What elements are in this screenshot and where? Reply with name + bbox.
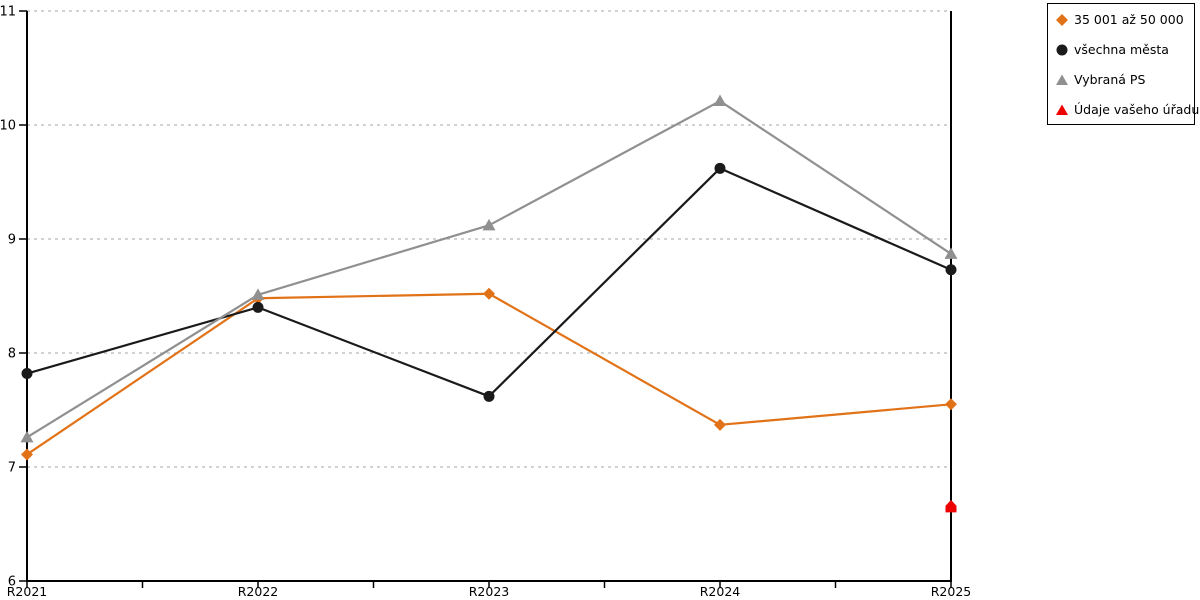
legend-item: Vybraná PS bbox=[1055, 64, 1194, 94]
x-tick-label: R2021 bbox=[7, 584, 48, 599]
data-point-marker bbox=[252, 301, 264, 313]
y-tick-label: 10 bbox=[0, 119, 16, 134]
legend-item-label: všechna města bbox=[1074, 41, 1169, 57]
diamond-marker-icon bbox=[1055, 12, 1069, 26]
series-line bbox=[25, 99, 953, 439]
data-point-marker bbox=[945, 499, 957, 513]
data-point-marker bbox=[944, 247, 958, 259]
y-tick-label: 7 bbox=[8, 461, 16, 476]
y-tick-label: 8 bbox=[8, 347, 16, 362]
data-point-marker bbox=[713, 94, 727, 107]
data-point-marker bbox=[20, 430, 34, 443]
data-point-marker bbox=[251, 288, 265, 300]
y-tick-label: 9 bbox=[8, 233, 16, 248]
series-line bbox=[25, 167, 953, 398]
x-tick-label: R2022 bbox=[238, 584, 279, 599]
house-marker-icon bbox=[1055, 102, 1069, 116]
data-point-marker bbox=[483, 287, 495, 300]
x-tick-label: R2025 bbox=[931, 584, 972, 599]
legend: 35 001 až 50 000 všechna města Vybraná PS Ú… bbox=[1047, 3, 1199, 125]
data-point-marker bbox=[945, 398, 957, 411]
x-tick-label: R2024 bbox=[700, 584, 741, 599]
legend-item: Údaje vašeho úřadu bbox=[1055, 94, 1199, 124]
legend-item-label: Údaje vašeho úřadu bbox=[1074, 101, 1200, 117]
data-point-marker bbox=[483, 390, 495, 402]
triangle-marker-icon bbox=[1055, 72, 1069, 86]
x-tick-label: R2023 bbox=[469, 584, 510, 599]
data-point-marker bbox=[714, 418, 726, 431]
legend-item: všechna města bbox=[1055, 34, 1194, 64]
series-line bbox=[25, 292, 953, 456]
data-point-marker bbox=[714, 162, 726, 174]
legend-item: 35 001 až 50 000 bbox=[1055, 4, 1194, 34]
legend-item-label: Vybraná PS bbox=[1074, 71, 1146, 87]
data-point-marker bbox=[21, 448, 33, 461]
data-point-marker bbox=[945, 264, 957, 276]
data-point-marker bbox=[21, 368, 33, 380]
circle-marker-icon bbox=[1055, 42, 1069, 56]
data-point-marker bbox=[482, 218, 496, 231]
y-tick-label: 6 bbox=[8, 575, 16, 590]
legend-item-label: 35 001 až 50 000 bbox=[1074, 11, 1184, 27]
y-tick-label: 11 bbox=[0, 5, 16, 20]
